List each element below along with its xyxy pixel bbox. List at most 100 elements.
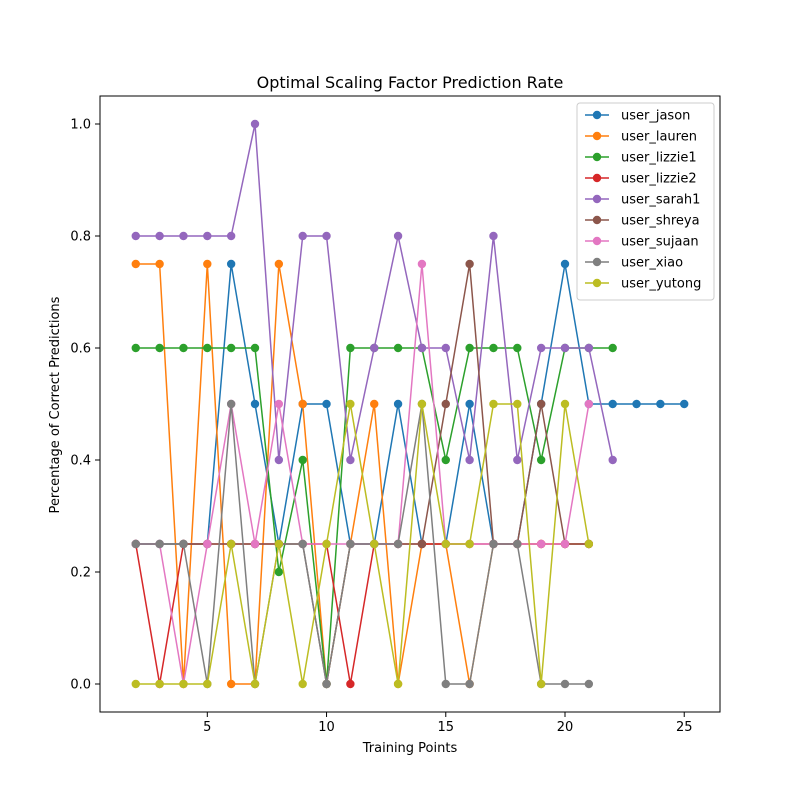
data-point bbox=[346, 343, 355, 353]
legend-marker bbox=[592, 215, 602, 225]
data-point bbox=[250, 343, 260, 353]
legend-marker bbox=[592, 236, 602, 246]
data-point bbox=[322, 539, 331, 549]
series-user_yutong bbox=[131, 399, 594, 689]
legend-marker bbox=[592, 173, 602, 183]
data-point bbox=[441, 399, 450, 409]
data-point bbox=[560, 259, 570, 269]
data-point bbox=[560, 539, 570, 549]
data-point bbox=[441, 455, 450, 465]
data-point bbox=[680, 399, 689, 409]
data-point bbox=[226, 343, 236, 353]
data-point bbox=[203, 539, 212, 549]
data-point bbox=[489, 343, 498, 353]
data-point bbox=[346, 539, 355, 549]
data-point bbox=[226, 679, 236, 689]
data-point bbox=[465, 455, 474, 465]
legend-marker bbox=[592, 194, 602, 204]
legend-marker bbox=[592, 278, 602, 288]
data-point bbox=[203, 259, 212, 269]
data-point bbox=[346, 399, 355, 409]
data-point bbox=[608, 455, 617, 465]
data-point bbox=[179, 343, 188, 353]
data-point bbox=[322, 231, 331, 241]
data-point bbox=[131, 539, 140, 549]
data-point bbox=[489, 539, 498, 549]
data-point bbox=[536, 539, 546, 549]
x-tick-label: 20 bbox=[557, 720, 574, 735]
data-point bbox=[226, 539, 236, 549]
y-tick-label: 0.2 bbox=[70, 566, 91, 581]
legend-marker bbox=[592, 257, 602, 267]
y-tick-label: 0.6 bbox=[70, 342, 91, 357]
legend-marker bbox=[592, 152, 602, 162]
data-point bbox=[536, 455, 546, 465]
data-point bbox=[584, 343, 594, 353]
data-point bbox=[131, 259, 140, 269]
data-point bbox=[250, 399, 260, 409]
legend-entry: user_lizzie1 bbox=[585, 151, 697, 166]
y-tick-label: 0.8 bbox=[70, 230, 91, 245]
data-point bbox=[203, 343, 212, 353]
data-point bbox=[322, 399, 331, 409]
data-point bbox=[441, 539, 450, 549]
axes-frame bbox=[99, 95, 721, 713]
series-user_sarah1 bbox=[131, 119, 617, 465]
data-point bbox=[656, 399, 665, 409]
legend-label: user_jason bbox=[621, 109, 690, 124]
data-point bbox=[417, 539, 427, 549]
data-point bbox=[131, 679, 140, 689]
data-point bbox=[465, 399, 474, 409]
data-point bbox=[441, 679, 450, 689]
data-point bbox=[298, 539, 307, 549]
data-point bbox=[298, 679, 307, 689]
data-point bbox=[274, 455, 284, 465]
data-point bbox=[536, 679, 546, 689]
data-point bbox=[536, 343, 546, 353]
data-point bbox=[298, 231, 307, 241]
data-point bbox=[393, 343, 403, 353]
legend-label: user_lizzie2 bbox=[621, 172, 697, 187]
data-point bbox=[179, 679, 188, 689]
data-point bbox=[513, 455, 522, 465]
data-point bbox=[346, 679, 355, 689]
legend-marker bbox=[592, 110, 602, 120]
data-point bbox=[560, 343, 570, 353]
data-point bbox=[250, 679, 260, 689]
data-point bbox=[346, 455, 355, 465]
legend-entry: user_yutong bbox=[585, 277, 701, 292]
data-point bbox=[131, 343, 140, 353]
data-point bbox=[250, 119, 260, 129]
data-point bbox=[298, 455, 307, 465]
data-point bbox=[274, 539, 284, 549]
data-point bbox=[250, 539, 260, 549]
data-point bbox=[203, 231, 212, 241]
axes: 5 10 15 20 25 0.0 0.2 0.4 0.6 0.8 1.0 bbox=[70, 95, 721, 735]
data-point bbox=[417, 343, 427, 353]
data-point bbox=[298, 399, 307, 409]
y-axis-label: Percentage of Correct Predictions bbox=[48, 296, 63, 513]
data-point bbox=[393, 539, 403, 549]
data-point bbox=[632, 399, 641, 409]
data-point bbox=[226, 399, 236, 409]
data-point bbox=[513, 399, 522, 409]
legend: user_jason user_lauren user_lizzie1 user_li… bbox=[576, 102, 715, 301]
data-point bbox=[155, 343, 164, 353]
x-tick-label: 25 bbox=[676, 720, 693, 735]
legend-label: user_sujaan bbox=[621, 235, 699, 250]
data-point bbox=[608, 343, 617, 353]
data-point bbox=[155, 539, 164, 549]
data-point bbox=[155, 231, 164, 241]
data-point bbox=[226, 259, 236, 269]
data-point bbox=[584, 539, 594, 549]
data-point bbox=[179, 231, 188, 241]
legend-marker bbox=[592, 131, 602, 141]
data-point bbox=[489, 399, 498, 409]
data-point bbox=[465, 539, 474, 549]
x-tick-label: 15 bbox=[437, 720, 454, 735]
chart-title: Optimal Scaling Factor Prediction Rate bbox=[257, 73, 564, 92]
legend-box bbox=[576, 102, 715, 301]
legend-entry: user_jason bbox=[585, 109, 690, 124]
legend-entry: user_sarah1 bbox=[585, 193, 700, 208]
